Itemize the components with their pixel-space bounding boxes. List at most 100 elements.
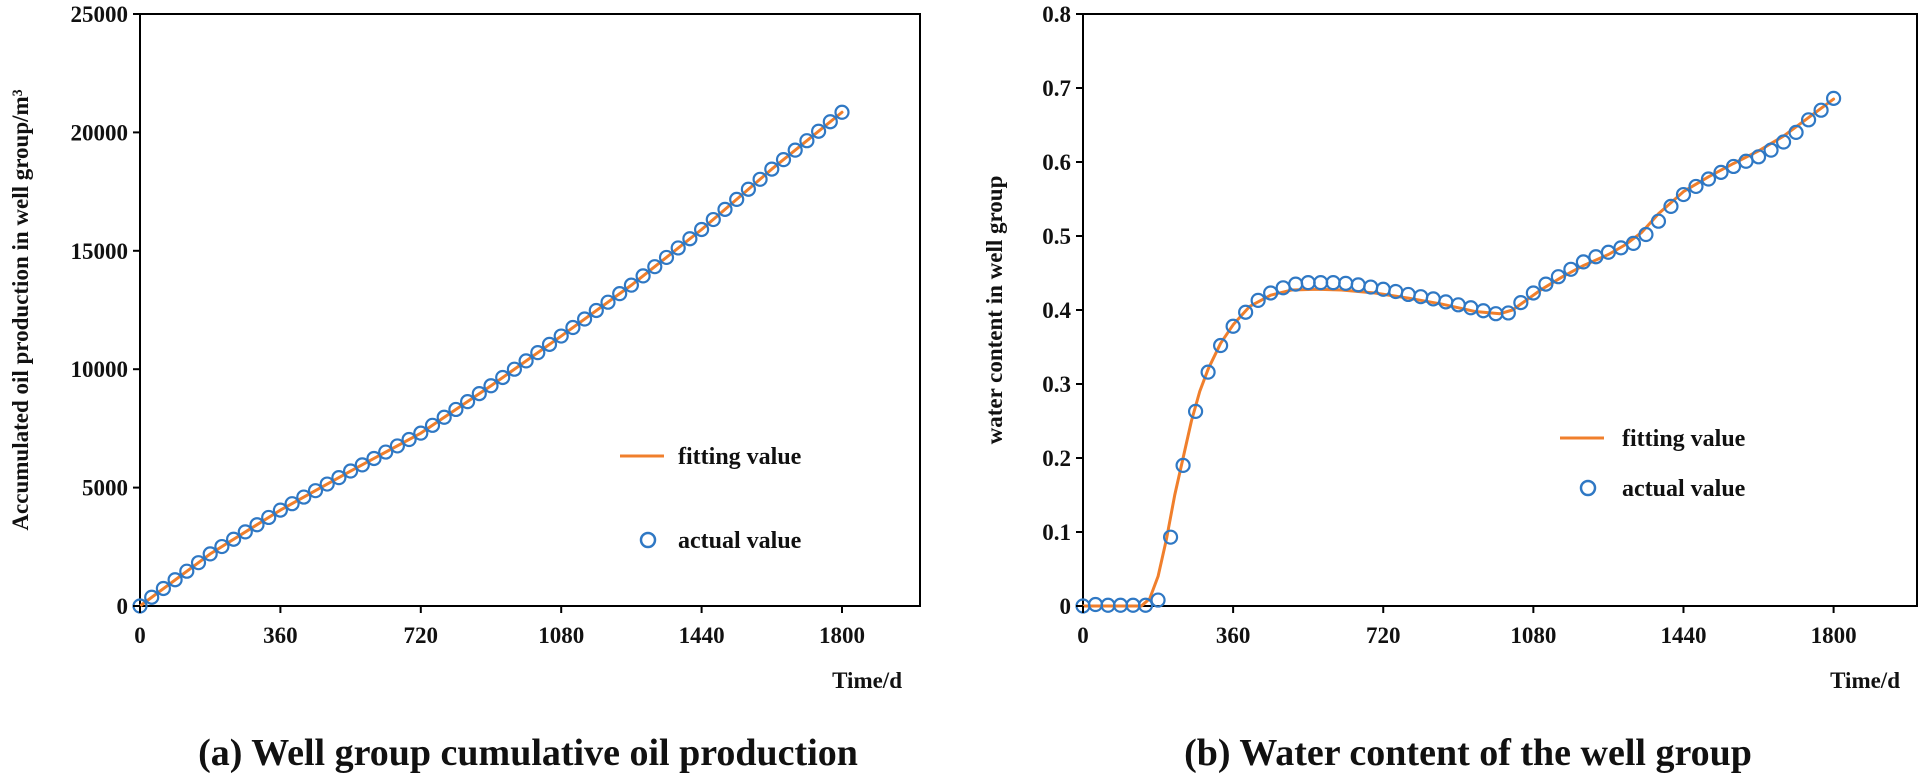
chart-a-y-axis-title: Accumulated oil production in well group…	[8, 89, 33, 530]
chart-a-x-tick-label: 360	[263, 623, 298, 648]
chart-a-actual-point	[237, 524, 253, 540]
chart-a-x-axis-title: Time/d	[832, 668, 902, 693]
chart-a-legend-marker-swatch	[639, 531, 657, 549]
chart-a-x-tick-label: 1080	[538, 623, 584, 648]
chart-b-y-tick-label: 0.8	[1042, 2, 1071, 27]
chart-a-actual-point	[822, 114, 838, 130]
chart-b-legend-label-fitting: fitting value	[1622, 426, 1746, 452]
chart-b-actual-point	[1825, 90, 1842, 106]
chart-b-actual-point	[1638, 226, 1654, 243]
chart-a-actual-point	[729, 191, 745, 208]
chart-a-actual-point	[705, 211, 721, 228]
chart-b-actual-point	[1663, 198, 1679, 214]
chart-b-x-tick-label: 720	[1366, 623, 1401, 648]
chart-a-actual-point	[658, 249, 675, 266]
chart-a-ticks: 0 360 720 1080 1440 1800 0 5000 10000 15000 20000 2…	[71, 2, 866, 648]
chart-a-actual-point	[413, 425, 429, 441]
chart-a-actual-point	[506, 361, 523, 377]
chart-a-actual-point	[471, 385, 487, 402]
chart-a-actual-point	[518, 353, 534, 369]
chart-a-actual-point	[179, 563, 195, 579]
chart-b-actual-point	[1450, 297, 1466, 313]
chart-a-actual-point	[424, 417, 441, 433]
chart-b-y-axis-title: water content in well group	[982, 176, 1007, 445]
chart-a-actual-point	[717, 201, 733, 217]
chart-a-actual-point	[401, 431, 417, 448]
chart-a-actual-point	[366, 450, 382, 467]
chart-b-actual-point	[1187, 403, 1204, 419]
chart-a-actual-point	[249, 517, 265, 533]
chart-a-actual-point	[787, 142, 803, 158]
chart-a-actual-point	[483, 378, 499, 394]
chart-b-actual-point	[1300, 275, 1316, 291]
chart-b-actual-point	[1800, 112, 1817, 128]
chart-a-actual-point	[319, 476, 335, 492]
chart-a-actual-point	[834, 104, 850, 120]
chart-a-actual-point	[623, 277, 640, 293]
chart-b-actual-point	[1675, 186, 1692, 203]
chart-b-actual-point	[1325, 275, 1341, 291]
chart-a-actual-point	[752, 171, 768, 187]
chart-b-y-tick-label: 0.7	[1042, 76, 1071, 101]
chart-a-actual-point	[775, 152, 792, 168]
chart-b-y-tick-label: 0.2	[1042, 446, 1071, 471]
chart-b-actual-point	[1763, 142, 1779, 158]
chart-a-fit-line-layer	[138, 110, 844, 608]
chart-a-actual-point	[460, 394, 476, 410]
chart-a-actual-point	[553, 328, 569, 344]
chart-b-ticks: 0 360 720 1080 1440 1800 0 0.1 0.2 0.3 0.4 0.5 0.6 0.…	[1042, 2, 1856, 648]
chart-a-actual-point	[436, 409, 452, 425]
chart-b-actual-point	[1225, 318, 1241, 334]
chart-b-actual-point	[1650, 213, 1667, 229]
chart-b-actual-point	[1463, 300, 1479, 316]
chart-a-x-tick-label: 0	[134, 623, 146, 648]
chart-a-actual-point	[810, 123, 827, 139]
chart-b-caption: (b) Water content of the well group	[1184, 732, 1752, 774]
chart-b-x-tick-label: 1080	[1510, 623, 1556, 648]
chart-b-actual-point	[1150, 592, 1166, 608]
chart-a-actual-point	[155, 580, 171, 597]
chart-b-actual-point	[1725, 158, 1742, 175]
chart-b-actual-point	[1162, 529, 1179, 545]
chart-a-actual-point	[202, 546, 218, 562]
chart-a-actual-point	[343, 463, 359, 479]
chart-a-actual-point	[541, 336, 558, 352]
chart-b-legend-label-actual: actual value	[1622, 476, 1746, 502]
chart-a-x-tick-label: 720	[404, 623, 439, 648]
chart-a-fitting-line	[138, 110, 844, 608]
chart-a-actual-point	[190, 555, 207, 571]
chart-b-x-tick-label: 1440	[1660, 623, 1706, 648]
chart-a-y-tick-label: 15000	[71, 239, 129, 264]
chart-a-x-tick-label: 1440	[679, 623, 725, 648]
chart-a-actual-point	[307, 483, 324, 499]
chart-b-actual-point	[1175, 457, 1191, 473]
chart-a-actual-point	[740, 181, 757, 197]
chart-b-x-tick-label: 360	[1216, 623, 1251, 648]
chart-b-actual-point	[1350, 277, 1366, 293]
chart-a-actual-point	[799, 133, 815, 149]
chart-b-actual-point	[1713, 164, 1729, 180]
chart-a-actual-point	[588, 302, 604, 319]
chart-a-plot-frame	[139, 13, 921, 607]
chart-b-x-tick-label: 1800	[1811, 623, 1857, 648]
chart-a-actual-point	[144, 589, 160, 605]
chart-b: 0 360 720 1080 1440 1800 0 0.1 0.2 0.3 0.4 0.5 0.6 0.…	[982, 2, 1918, 774]
chart-b-y-tick-label: 0.1	[1042, 520, 1071, 545]
chart-a-actual-point	[226, 531, 242, 547]
chart-a-y-tick-label: 25000	[71, 2, 129, 27]
chart-a-actual-point	[600, 294, 616, 310]
chart-a-actual-point	[530, 345, 546, 361]
chart-a-actual-point	[764, 161, 780, 177]
chart-a-actual-point	[167, 572, 183, 588]
chart-b-actual-point	[1550, 269, 1566, 285]
chart-b-fitting-line	[1081, 97, 1836, 608]
chart-a-y-tick-label: 5000	[82, 476, 128, 501]
chart-b-legend-marker-swatch	[1579, 479, 1597, 497]
chart-a-actual-point	[635, 268, 651, 284]
chart-b-actual-point	[1200, 364, 1216, 380]
chart-b-actual-point	[1250, 292, 1266, 308]
chart-b-actual-point	[1813, 102, 1829, 118]
chart-a-actual-point	[284, 496, 300, 512]
